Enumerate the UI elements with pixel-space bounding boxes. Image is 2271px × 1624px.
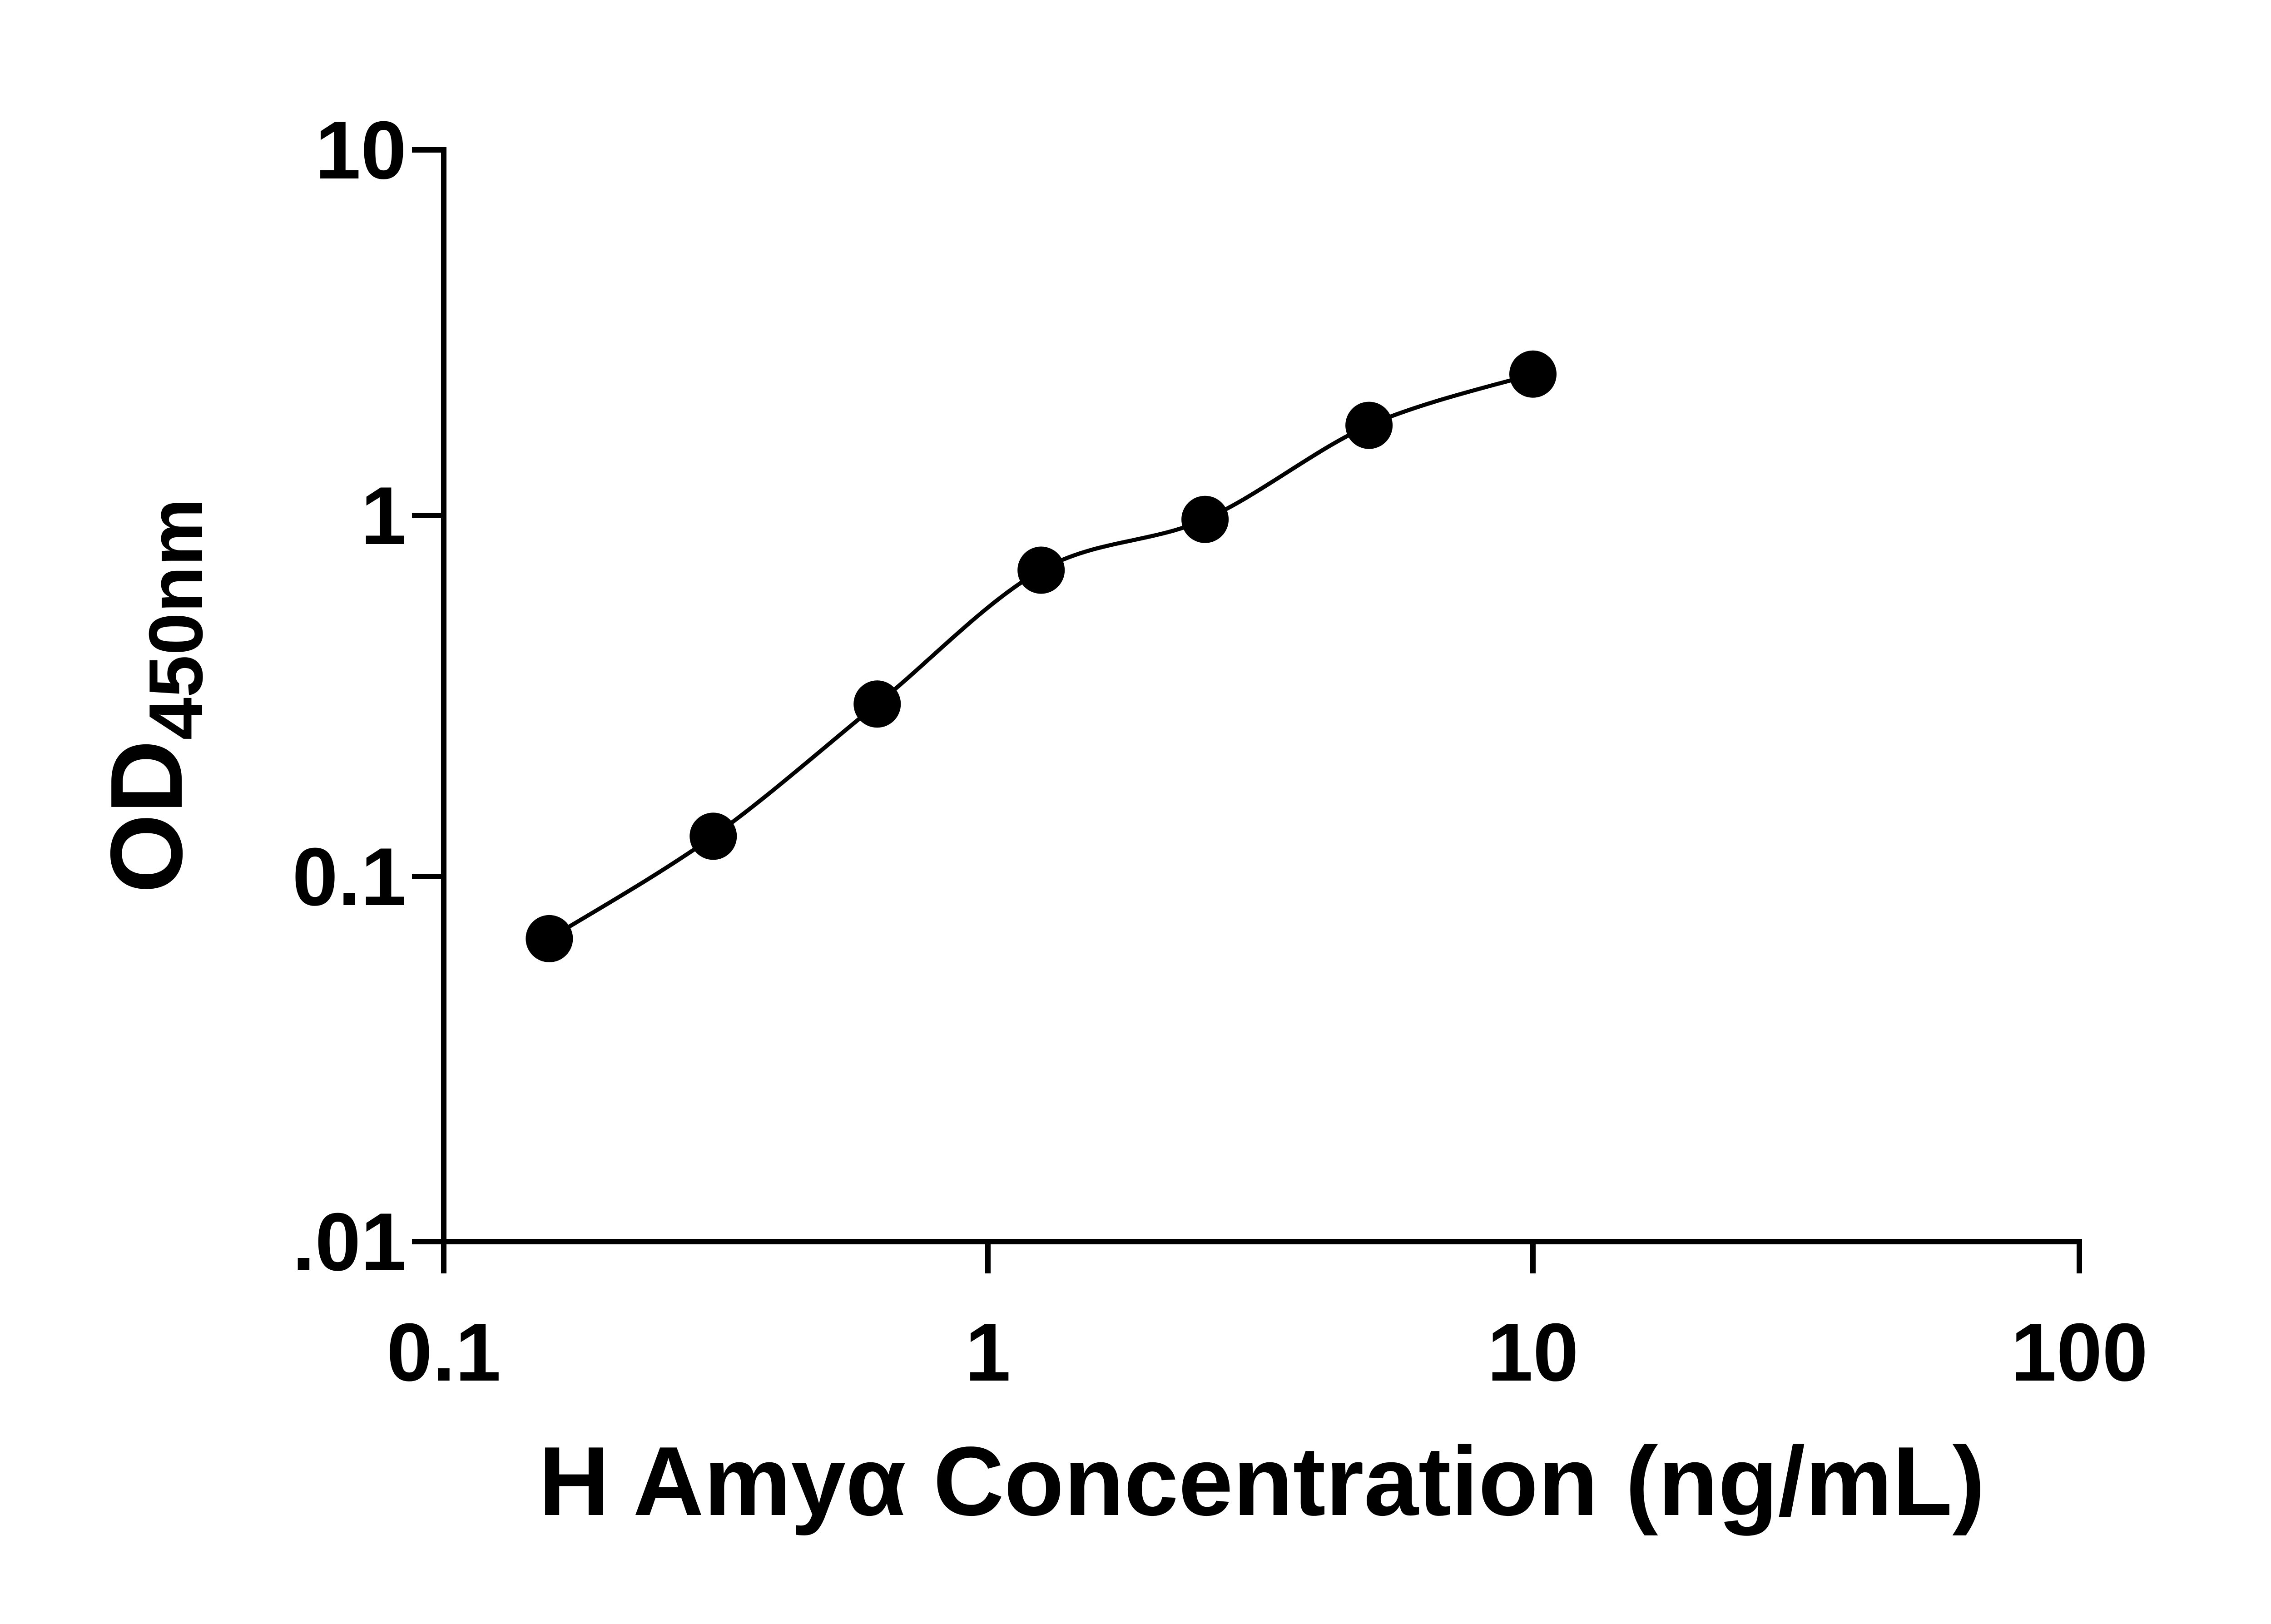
svg-text:0.1: 0.1	[292, 831, 407, 923]
svg-text:100: 100	[2011, 1307, 2148, 1398]
svg-text:1: 1	[361, 470, 407, 562]
svg-text:1: 1	[965, 1307, 1011, 1398]
svg-text:0.1: 0.1	[387, 1307, 501, 1398]
svg-text:.01: .01	[292, 1196, 407, 1288]
svg-text:10: 10	[315, 104, 407, 196]
svg-text:H Amyα Concentration (ng/mL): H Amyα Concentration (ng/mL)	[539, 1426, 1985, 1536]
svg-text:10: 10	[1487, 1307, 1578, 1398]
